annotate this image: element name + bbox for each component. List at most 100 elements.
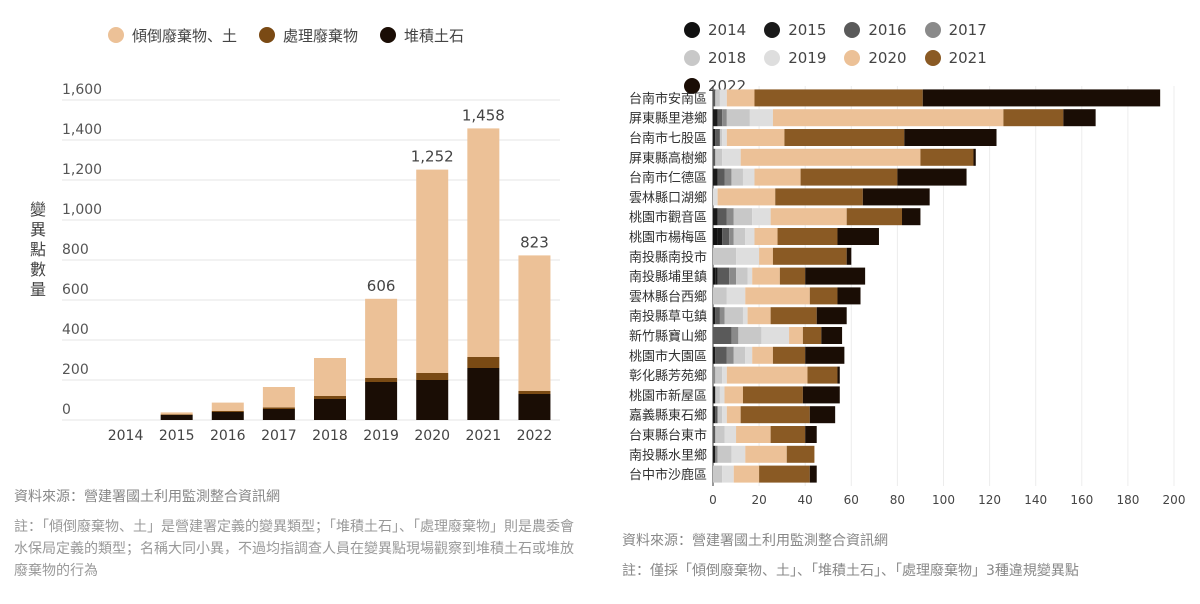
right-x-tick-label: 160 [1070, 493, 1093, 507]
right-x-tick-label: 140 [1024, 493, 1047, 507]
right-x-tick-label: 60 [844, 493, 859, 507]
right-bar-segment [724, 386, 743, 404]
left-y-tick-label: 1,400 [62, 122, 102, 138]
right-legend-label: 2020 [868, 49, 907, 67]
right-bar-segment [726, 406, 741, 424]
left-x-tick-label: 2020 [414, 428, 450, 444]
right-bar-segment [719, 307, 725, 325]
right-bar-segment [722, 129, 727, 146]
left-bar-segment [211, 411, 244, 412]
left-legend-item: 堆積土石 [380, 21, 464, 49]
right-bar-segment [772, 346, 806, 364]
left-bar-segment [314, 399, 346, 420]
right-bar-segment [719, 129, 723, 146]
left-x-tick-label: 2017 [261, 428, 297, 444]
right-bar-segment [802, 386, 840, 404]
left-legend-swatch [380, 27, 397, 43]
right-bar-segment [713, 228, 718, 245]
right-bar-segment [800, 168, 898, 186]
right-bar-segment [1003, 109, 1064, 127]
left-bar-segment [416, 169, 449, 373]
right-x-tick-label: 200 [1163, 493, 1186, 507]
right-bar-segment [920, 148, 974, 166]
right-category-label: 南投縣水里鄉 [629, 447, 707, 463]
left-bar-segment [160, 414, 193, 415]
left-bar-segment [211, 412, 244, 420]
left-legend-label: 傾倒廢棄物、土 [132, 26, 238, 45]
right-bar-segment [747, 307, 771, 325]
right-bar-segment [740, 148, 921, 166]
right-bar-segment [809, 465, 817, 483]
right-bar-segment [736, 247, 760, 265]
left-bar-segment [467, 128, 500, 357]
right-bar-segment [759, 247, 773, 265]
right-bar-segment [731, 327, 739, 344]
right-bar-segment [713, 426, 716, 443]
right-legend-label: 2015 [788, 21, 827, 39]
left-legend-label: 堆積土石 [404, 26, 465, 45]
right-bar-segment [816, 307, 847, 325]
right-bar-segment [745, 445, 787, 463]
right-bar-segment [837, 366, 840, 384]
right-bar-segment [846, 247, 852, 265]
right-bar-segment [713, 109, 718, 127]
right-legend-swatch [764, 22, 781, 38]
left-bar-segment [262, 409, 295, 420]
right-bar-segment [973, 148, 976, 166]
right-bar-segment [754, 168, 801, 186]
right-category-label: 南投縣埔里鎮 [629, 269, 707, 285]
right-bar-segment [745, 228, 755, 245]
left-y-tick-label: 600 [62, 282, 89, 298]
right-bar-segment [722, 228, 730, 245]
right-bar-segment [713, 287, 727, 305]
left-y-tick-label: 1,200 [62, 162, 102, 178]
right-bar-segment [802, 327, 822, 344]
right-x-tick-label: 20 [751, 493, 766, 507]
right-bar-segment [745, 287, 810, 305]
left-data-label: 823 [520, 233, 549, 251]
right-legend-label: 2021 [948, 49, 987, 67]
right-bar-segment [837, 287, 861, 305]
right-category-label: 南投縣草屯鎮 [629, 309, 707, 325]
left-bar-segment [416, 373, 449, 380]
right-category-label: 台中市沙鹿區 [629, 467, 707, 483]
right-bar-segment [713, 386, 716, 404]
right-bar-segment [733, 465, 760, 483]
right-legend-swatch [924, 22, 941, 38]
left-y-tick-label: 1,600 [62, 82, 102, 98]
left-y-tick-label: 800 [62, 242, 89, 258]
right-bar-segment [717, 109, 723, 127]
left-y-tick-label: 200 [62, 362, 89, 378]
right-bar-segment [805, 267, 866, 285]
left-x-tick-label: 2019 [363, 428, 399, 444]
right-legend-item: 2021 [924, 44, 987, 72]
right-bar-segment [733, 346, 746, 364]
right-bar-segment [713, 465, 723, 483]
left-note: 註：「傾倒廢棄物、土」是營建署定義的變異類型；「堆積土石」、「處理廢棄物」則是農… [14, 519, 574, 579]
right-bar-segment [715, 307, 720, 325]
left-legend-item: 傾倒廢棄物、土 [108, 21, 237, 49]
right-bar-segment [713, 168, 718, 186]
right-bar-segment [726, 89, 755, 107]
left-x-tick-label: 2021 [466, 428, 502, 444]
right-bar-segment [715, 445, 718, 463]
right-x-tick-label: 180 [1116, 493, 1139, 507]
right-bar-segment [904, 129, 997, 146]
right-bar-segment [717, 188, 776, 206]
right-bar-segment [770, 426, 806, 443]
right-bar-segment [715, 346, 727, 364]
right-bar-segment [715, 267, 718, 285]
right-bar-segment [777, 228, 838, 245]
right-legend-item: 2015 [764, 16, 826, 44]
left-x-tick-label: 2014 [108, 428, 144, 444]
right-legend-swatch [684, 78, 700, 94]
right-legend-item: 2014 [684, 16, 746, 44]
right-bar-segment [902, 208, 921, 226]
right-bar-segment [715, 426, 725, 443]
right-bar-segment [742, 168, 755, 186]
right-bar-segment [722, 109, 727, 127]
left-legend-swatch [108, 27, 124, 43]
right-category-label: 桃園市大園區 [629, 348, 707, 364]
right-legend-swatch [844, 50, 861, 66]
right-bar-segment [713, 366, 716, 384]
